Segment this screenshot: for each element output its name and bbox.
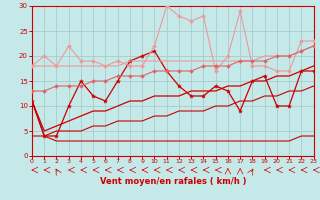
X-axis label: Vent moyen/en rafales ( km/h ): Vent moyen/en rafales ( km/h ) <box>100 177 246 186</box>
